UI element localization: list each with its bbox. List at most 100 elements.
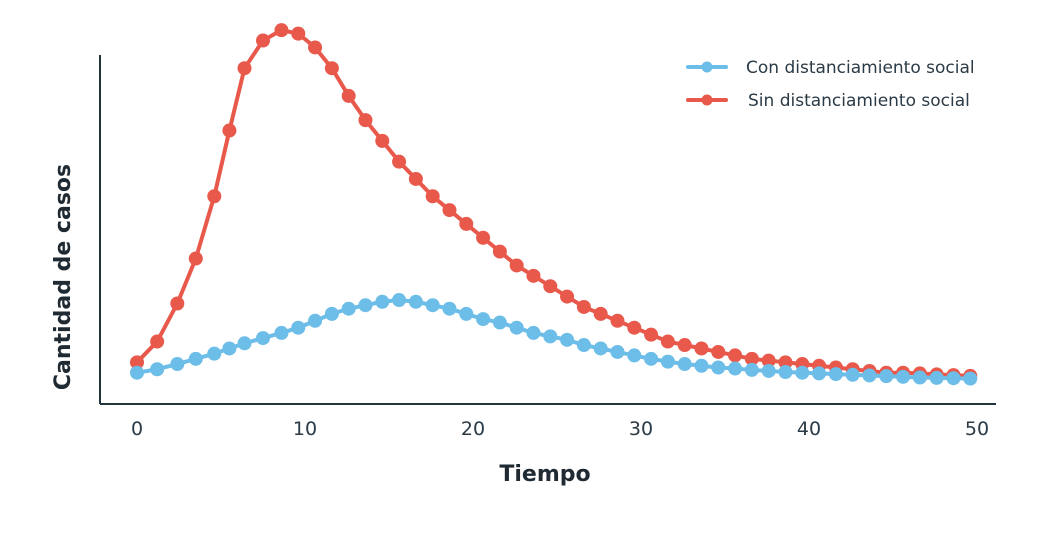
data-point-sin	[778, 355, 793, 370]
x-tick-label-0: 0	[131, 418, 143, 440]
data-point-sin	[526, 268, 541, 283]
data-point-con	[644, 351, 659, 366]
data-point-con	[812, 366, 827, 381]
legend-item-sin: Sin distanciamiento social	[686, 91, 970, 111]
data-point-con	[610, 344, 625, 359]
data-point-con	[526, 325, 541, 340]
data-point-con	[150, 362, 165, 377]
x-tick-label-50: 50	[965, 418, 989, 440]
data-point-sin	[207, 189, 222, 204]
data-point-sin	[170, 296, 185, 311]
data-point-con	[912, 370, 927, 385]
data-point-con	[560, 332, 575, 347]
data-point-con	[845, 367, 860, 382]
data-point-sin	[130, 355, 144, 370]
data-point-con	[761, 363, 776, 378]
data-point-con	[862, 368, 877, 383]
x-tick-labels: 0 10 20 30 40 50	[131, 418, 989, 440]
data-point-sin	[610, 313, 625, 328]
data-point-sin	[509, 258, 524, 273]
data-point-sin	[744, 351, 759, 366]
data-point-con	[130, 365, 144, 380]
legend-item-con: Con distanciamiento social	[686, 58, 975, 78]
legend-label-sin: Sin distanciamiento social	[748, 91, 970, 111]
data-point-con	[170, 357, 185, 372]
data-point-con	[188, 351, 203, 366]
data-point-con	[358, 298, 373, 313]
data-point-con	[728, 361, 743, 376]
data-point-con	[929, 370, 944, 385]
data-point-sin	[375, 133, 390, 148]
data-point-sin	[627, 320, 642, 335]
data-point-con	[576, 338, 591, 353]
data-point-con	[828, 367, 843, 382]
data-point-con	[442, 301, 457, 316]
data-point-con	[627, 348, 642, 363]
data-point-con	[476, 312, 491, 327]
data-point-con	[711, 360, 726, 375]
data-point-con	[459, 306, 474, 321]
data-point-con	[408, 294, 423, 309]
data-point-sin	[644, 327, 659, 342]
data-point-sin	[677, 338, 692, 353]
data-point-sin	[694, 341, 709, 356]
x-axis-title: Tiempo	[499, 462, 590, 487]
data-point-con	[694, 358, 709, 373]
data-point-con	[778, 365, 793, 380]
legend-label-con: Con distanciamiento social	[746, 58, 975, 78]
series-line-sin	[135, 28, 971, 378]
data-point-con	[392, 293, 407, 308]
data-point-con	[274, 325, 289, 340]
data-point-con	[237, 336, 252, 351]
data-point-con	[375, 294, 390, 309]
data-point-sin	[237, 61, 252, 76]
data-point-con	[677, 357, 692, 372]
data-point-sin	[593, 306, 608, 321]
data-point-sin	[341, 88, 356, 103]
data-point-sin	[324, 61, 339, 76]
data-point-con	[660, 354, 675, 369]
data-point-con	[222, 341, 237, 356]
data-point-sin	[442, 203, 457, 218]
data-point-con	[946, 371, 961, 386]
data-point-con	[744, 362, 759, 377]
data-point-sin	[576, 299, 591, 314]
y-axis-title: Cantidad de casos	[51, 164, 76, 390]
data-point-con	[308, 313, 323, 328]
data-point-con	[509, 320, 524, 335]
data-point-sin	[728, 348, 743, 363]
x-tick-label-40: 40	[797, 418, 821, 440]
data-point-sin	[761, 353, 776, 368]
data-point-sin	[711, 344, 726, 359]
data-point-sin	[188, 251, 203, 266]
legend-marker-sin	[701, 94, 713, 106]
data-point-sin	[492, 244, 507, 259]
data-point-con	[207, 346, 222, 361]
plot-area: 0 10 20 30 40 50	[99, 23, 996, 440]
data-point-con	[425, 298, 440, 313]
data-point-sin	[274, 23, 289, 38]
x-tick-label-10: 10	[293, 418, 317, 440]
series-con	[130, 293, 978, 386]
data-point-sin	[222, 123, 237, 138]
data-point-con	[896, 369, 911, 384]
data-point-con	[324, 306, 339, 321]
data-point-con	[492, 315, 507, 330]
data-point-sin	[291, 26, 306, 41]
data-point-sin	[425, 189, 440, 204]
data-point-con	[543, 329, 558, 344]
data-point-con	[593, 341, 608, 356]
data-point-con	[963, 371, 978, 386]
data-point-con	[291, 320, 306, 335]
data-point-sin	[459, 216, 474, 231]
data-point-sin	[358, 113, 373, 128]
data-point-sin	[256, 33, 270, 48]
data-point-con	[879, 369, 894, 384]
data-point-con	[795, 365, 810, 380]
data-point-con	[256, 331, 270, 346]
data-point-sin	[476, 230, 491, 245]
x-tick-label-20: 20	[461, 418, 485, 440]
data-point-sin	[560, 289, 575, 304]
legend-marker-con	[701, 61, 713, 73]
